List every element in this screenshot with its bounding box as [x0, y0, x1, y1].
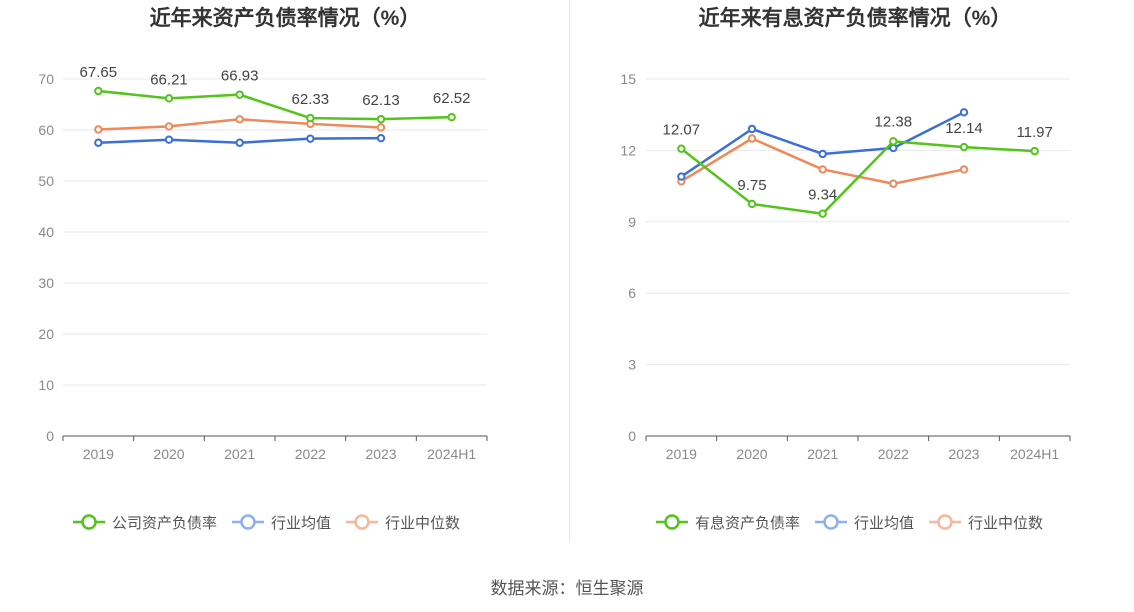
data-point[interactable]	[889, 143, 898, 153]
data-point[interactable]	[818, 149, 827, 159]
y-tick-label: 0	[46, 428, 54, 444]
legend-item-industry-median[interactable]: 行业中位数	[928, 512, 1043, 533]
data-point[interactable]	[376, 123, 386, 132]
y-tick-label: 60	[38, 122, 54, 138]
x-tick-label: 2023	[365, 446, 396, 462]
data-source-note: 数据来源：恒生聚源	[490, 579, 644, 598]
data-point[interactable]	[94, 138, 103, 147]
y-tick-label: 0	[628, 428, 636, 444]
legend-label: 有息资产负债率	[695, 514, 801, 532]
series-line-2	[680, 137, 965, 185]
data-point[interactable]	[959, 165, 969, 174]
data-point[interactable]	[306, 113, 315, 123]
legend-label: 公司资产负债率	[112, 514, 218, 532]
x-tick-label: 2023	[948, 446, 979, 462]
y-tick-label: 12	[620, 142, 636, 158]
green-line-marker-icon	[656, 514, 688, 530]
legend-item-company-debt-ratio[interactable]: 公司资产负债率	[72, 512, 217, 533]
data-label: 9.75	[737, 177, 766, 194]
data-label: 12.38	[875, 113, 913, 130]
data-point[interactable]	[376, 114, 386, 124]
y-tick-label: 6	[628, 285, 636, 301]
y-tick-label: 40	[38, 224, 54, 240]
data-point[interactable]	[959, 108, 969, 117]
data-label: 12.07	[663, 122, 701, 139]
left-line-chart: 0 10 20 30 40 50 60 70 2019 2020 2021 2022 2023 2024H…	[38, 64, 488, 462]
legend-label: 行业中位数	[968, 514, 1044, 532]
data-point[interactable]	[818, 165, 827, 174]
x-tick-label: 2024H1	[1010, 446, 1059, 462]
y-tick-label: 30	[38, 275, 54, 291]
data-label: 66.93	[221, 68, 259, 85]
series-line-1	[680, 111, 965, 178]
data-point[interactable]	[447, 112, 456, 122]
x-tick-label: 2021	[807, 446, 838, 462]
data-point[interactable]	[235, 138, 244, 147]
panel-divider	[569, 0, 570, 542]
data-label: 9.34	[808, 187, 837, 204]
legend-label: 行业中位数	[385, 514, 461, 532]
data-point[interactable]	[889, 137, 898, 146]
orange-line-marker-icon	[929, 514, 962, 530]
data-label: 11.97	[1016, 124, 1052, 141]
data-point[interactable]	[677, 144, 686, 153]
x-tick-label: 2021	[224, 446, 255, 462]
series-line-0	[680, 140, 1035, 215]
x-tick-label: 2022	[878, 446, 909, 462]
data-point[interactable]	[94, 125, 103, 134]
legend-item-industry-mean[interactable]: 行业均值	[231, 512, 331, 533]
green-line-marker-icon	[73, 514, 105, 530]
left-chart-legend: 公司资产负债率 行业均值 行业中位数	[72, 510, 460, 534]
data-point[interactable]	[959, 142, 969, 152]
data-point[interactable]	[376, 133, 386, 143]
y-tick-label: 15	[620, 71, 636, 87]
data-point[interactable]	[818, 209, 827, 218]
data-point[interactable]	[94, 86, 103, 96]
legend-item-industry-median[interactable]: 行业中位数	[345, 512, 460, 533]
x-tick-label: 2024H1	[427, 446, 476, 462]
x-tick-label: 2020	[736, 446, 767, 462]
data-label: 62.13	[362, 92, 400, 109]
x-tick-label: 2019	[83, 446, 114, 462]
data-label: 67.65	[80, 64, 118, 81]
data-point[interactable]	[747, 199, 757, 209]
data-point[interactable]	[164, 122, 174, 131]
data-label: 12.14	[945, 120, 983, 137]
x-tick-label: 2022	[295, 446, 326, 462]
y-tick-label: 3	[628, 357, 636, 373]
data-point[interactable]	[235, 90, 244, 99]
right-chart-legend: 有息资产负债率 行业均值 行业中位数	[655, 510, 1043, 534]
y-tick-label: 10	[38, 377, 54, 393]
data-point[interactable]	[306, 134, 315, 143]
left-chart-title: 近年来资产负债率情况（%）	[149, 7, 421, 30]
data-point[interactable]	[677, 172, 686, 181]
y-tick-label: 70	[38, 71, 54, 87]
x-tick-label: 2020	[153, 446, 184, 462]
data-point[interactable]	[1030, 146, 1039, 156]
data-label: 62.52	[433, 90, 471, 107]
y-tick-label: 9	[628, 214, 636, 230]
blue-line-marker-icon	[232, 514, 265, 530]
series-line-0	[98, 89, 452, 121]
y-tick-label: 50	[38, 173, 54, 189]
legend-label: 行业均值	[271, 514, 332, 532]
data-point[interactable]	[889, 179, 898, 188]
data-point[interactable]	[235, 115, 244, 124]
data-point[interactable]	[747, 134, 757, 143]
data-point[interactable]	[164, 135, 174, 144]
legend-label: 行业均值	[854, 514, 915, 532]
x-tick-label: 2019	[666, 446, 697, 462]
data-point[interactable]	[677, 177, 686, 186]
orange-line-marker-icon	[346, 514, 379, 530]
data-label: 66.21	[150, 71, 188, 88]
right-chart-title: 近年来有息资产负债率情况（%）	[698, 7, 1012, 30]
legend-item-industry-mean[interactable]: 行业均值	[814, 512, 914, 533]
data-label: 62.33	[292, 91, 330, 108]
legend-item-interest-debt-ratio[interactable]: 有息资产负债率	[655, 512, 800, 533]
blue-line-marker-icon	[815, 514, 848, 530]
y-tick-label: 20	[38, 326, 54, 342]
data-point[interactable]	[747, 124, 757, 134]
data-point[interactable]	[164, 94, 174, 103]
